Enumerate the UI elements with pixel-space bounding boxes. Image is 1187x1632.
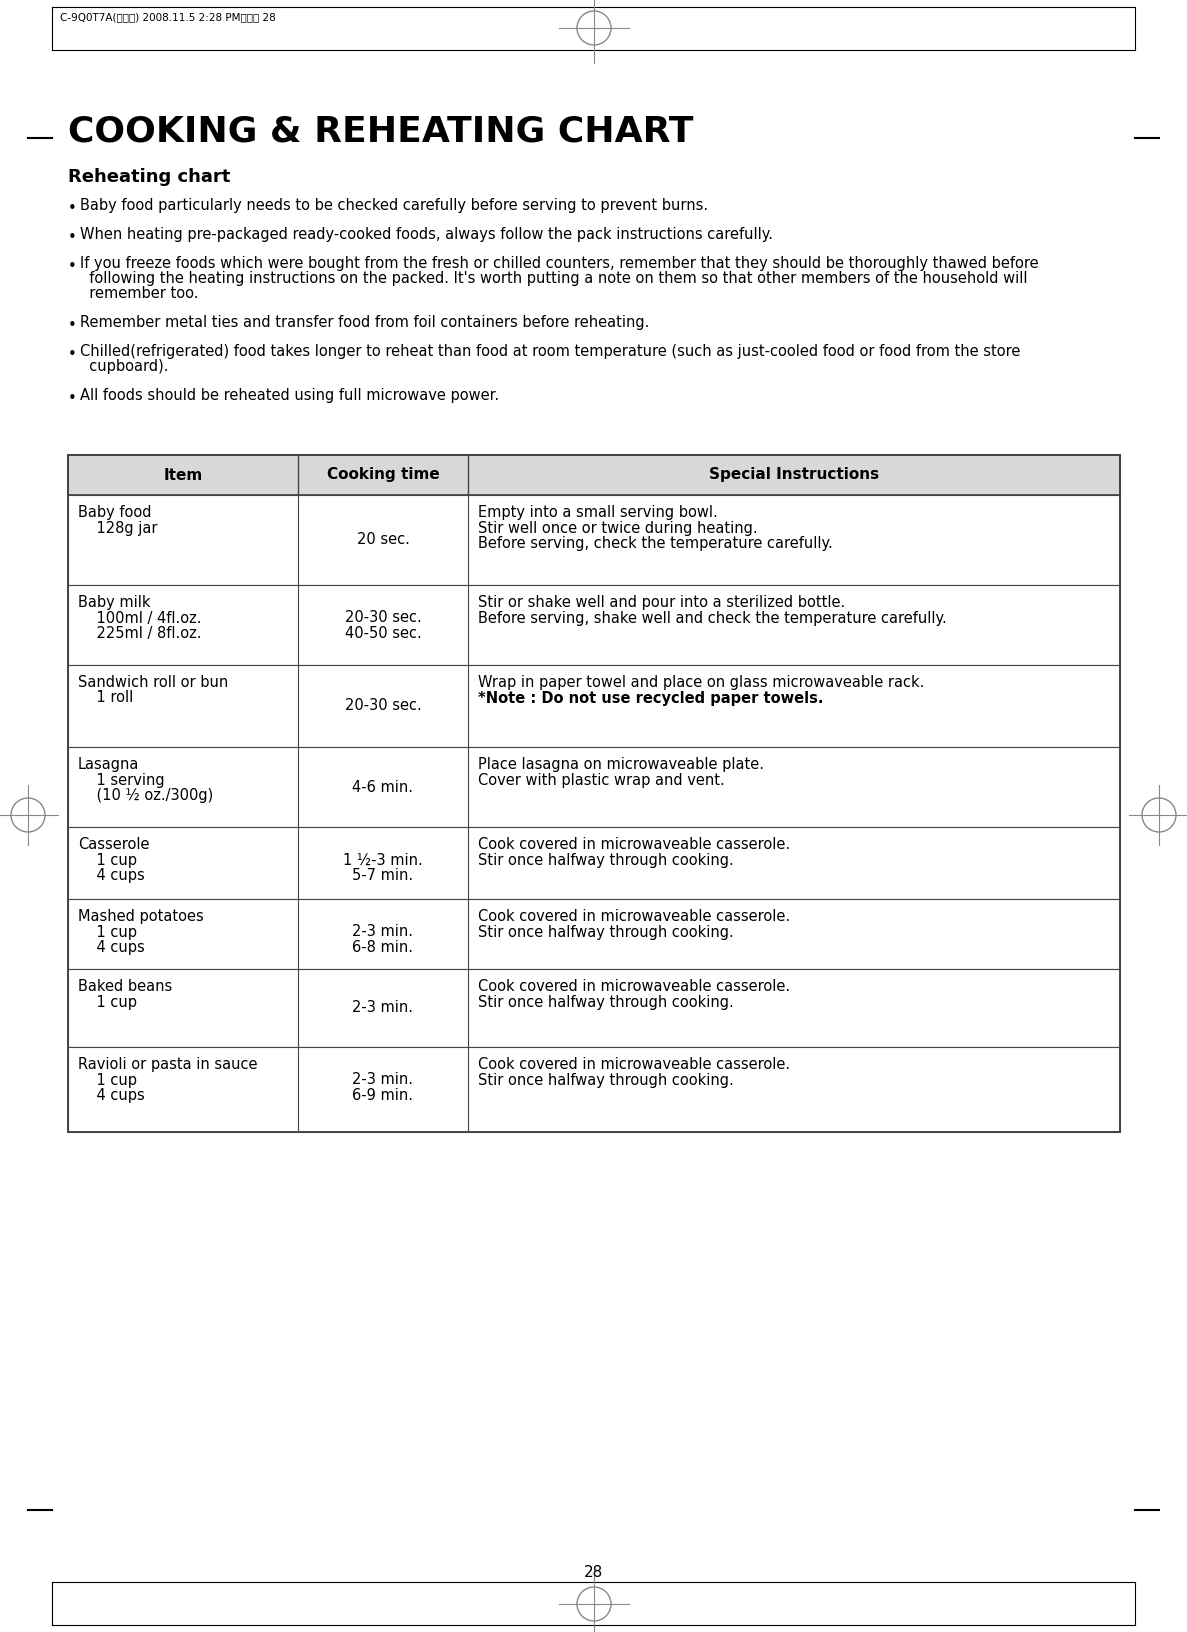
- Bar: [68, 899, 1121, 969]
- Text: Mashed potatoes: Mashed potatoes: [78, 909, 204, 924]
- Text: •: •: [68, 259, 77, 274]
- Text: Stir once halfway through cooking.: Stir once halfway through cooking.: [478, 994, 734, 1010]
- Text: 225ml / 8fl.oz.: 225ml / 8fl.oz.: [78, 627, 202, 641]
- Text: Baked beans: Baked beans: [78, 979, 172, 994]
- Text: 1 cup: 1 cup: [78, 924, 137, 940]
- Text: 20-30 sec.: 20-30 sec.: [344, 610, 421, 625]
- Text: Special Instructions: Special Instructions: [709, 467, 880, 483]
- Text: Item: Item: [164, 467, 203, 483]
- Bar: [68, 747, 1121, 827]
- Bar: [68, 827, 1121, 899]
- Text: 4 cups: 4 cups: [78, 1089, 145, 1103]
- Text: remember too.: remember too.: [80, 286, 198, 300]
- Text: 1 serving: 1 serving: [78, 772, 165, 788]
- Text: 1 cup: 1 cup: [78, 1072, 137, 1087]
- Text: 40-50 sec.: 40-50 sec.: [344, 627, 421, 641]
- Text: Cook covered in microwaveable casserole.: Cook covered in microwaveable casserole.: [478, 837, 791, 852]
- Text: Cook covered in microwaveable casserole.: Cook covered in microwaveable casserole.: [478, 909, 791, 924]
- Bar: [68, 584, 1121, 664]
- Text: Casserole: Casserole: [78, 837, 150, 852]
- Text: •: •: [68, 392, 77, 406]
- Text: Baby food particularly needs to be checked carefully before serving to prevent b: Baby food particularly needs to be check…: [80, 197, 709, 214]
- Text: Chilled(refrigerated) food takes longer to reheat than food at room temperature : Chilled(refrigerated) food takes longer …: [80, 344, 1021, 359]
- Text: 128g jar: 128g jar: [78, 521, 158, 535]
- Text: Cook covered in microwaveable casserole.: Cook covered in microwaveable casserole.: [478, 979, 791, 994]
- Bar: [68, 494, 1121, 584]
- Text: Cover with plastic wrap and vent.: Cover with plastic wrap and vent.: [478, 772, 725, 788]
- Text: All foods should be reheated using full microwave power.: All foods should be reheated using full …: [80, 388, 499, 403]
- Text: Place lasagna on microwaveable plate.: Place lasagna on microwaveable plate.: [478, 757, 764, 772]
- Text: Wrap in paper towel and place on glass microwaveable rack.: Wrap in paper towel and place on glass m…: [478, 676, 925, 690]
- Text: 6-8 min.: 6-8 min.: [353, 940, 413, 955]
- Text: Before serving, check the temperature carefully.: Before serving, check the temperature ca…: [478, 535, 833, 552]
- Text: Stir once halfway through cooking.: Stir once halfway through cooking.: [478, 1072, 734, 1087]
- Text: Cook covered in microwaveable casserole.: Cook covered in microwaveable casserole.: [478, 1058, 791, 1072]
- Text: 5-7 min.: 5-7 min.: [353, 868, 413, 883]
- Text: 20-30 sec.: 20-30 sec.: [344, 698, 421, 713]
- Text: 100ml / 4fl.oz.: 100ml / 4fl.oz.: [78, 610, 202, 625]
- Text: (10 ½ oz./300g): (10 ½ oz./300g): [78, 788, 214, 803]
- Bar: [68, 455, 1121, 494]
- Text: Stir once halfway through cooking.: Stir once halfway through cooking.: [478, 852, 734, 868]
- Text: 6-9 min.: 6-9 min.: [353, 1089, 413, 1103]
- Text: 20 sec.: 20 sec.: [356, 532, 410, 547]
- Text: Baby milk: Baby milk: [78, 596, 151, 610]
- Text: Empty into a small serving bowl.: Empty into a small serving bowl.: [478, 504, 718, 521]
- Text: 4-6 min.: 4-6 min.: [353, 780, 413, 795]
- Text: •: •: [68, 318, 77, 333]
- Text: following the heating instructions on the packed. It's worth putting a note on t: following the heating instructions on th…: [80, 271, 1028, 286]
- Text: Stir or shake well and pour into a sterilized bottle.: Stir or shake well and pour into a steri…: [478, 596, 845, 610]
- Text: 2-3 min.: 2-3 min.: [353, 924, 413, 940]
- Text: If you freeze foods which were bought from the fresh or chilled counters, rememb: If you freeze foods which were bought fr…: [80, 256, 1039, 271]
- Bar: [68, 455, 1121, 1133]
- Text: •: •: [68, 348, 77, 362]
- Text: •: •: [68, 230, 77, 245]
- Text: COOKING & REHEATING CHART: COOKING & REHEATING CHART: [68, 114, 693, 149]
- Text: 28: 28: [584, 1565, 603, 1580]
- Text: 1 cup: 1 cup: [78, 994, 137, 1010]
- Text: 1 roll: 1 roll: [78, 690, 133, 705]
- Text: C-9Q0T7A(영기본) 2008.11.5 2:28 PM페이지 28: C-9Q0T7A(영기본) 2008.11.5 2:28 PM페이지 28: [61, 11, 275, 21]
- Text: Stir well once or twice during heating.: Stir well once or twice during heating.: [478, 521, 757, 535]
- Text: Stir once halfway through cooking.: Stir once halfway through cooking.: [478, 924, 734, 940]
- Bar: [68, 1048, 1121, 1133]
- Bar: [68, 664, 1121, 747]
- Bar: [68, 969, 1121, 1048]
- Text: 4 cups: 4 cups: [78, 940, 145, 955]
- Text: Before serving, shake well and check the temperature carefully.: Before serving, shake well and check the…: [478, 610, 947, 625]
- Text: 2-3 min.: 2-3 min.: [353, 1072, 413, 1087]
- Text: 1 cup: 1 cup: [78, 852, 137, 868]
- Text: *Note : Do not use recycled paper towels.: *Note : Do not use recycled paper towels…: [478, 690, 824, 705]
- Text: Lasagna: Lasagna: [78, 757, 139, 772]
- Text: 4 cups: 4 cups: [78, 868, 145, 883]
- Text: 2-3 min.: 2-3 min.: [353, 1000, 413, 1015]
- Text: Reheating chart: Reheating chart: [68, 168, 230, 186]
- Text: Baby food: Baby food: [78, 504, 152, 521]
- Text: Ravioli or pasta in sauce: Ravioli or pasta in sauce: [78, 1058, 258, 1072]
- Text: Sandwich roll or bun: Sandwich roll or bun: [78, 676, 228, 690]
- Text: 1 ½-3 min.: 1 ½-3 min.: [343, 852, 423, 868]
- Text: cupboard).: cupboard).: [80, 359, 169, 374]
- Text: •: •: [68, 201, 77, 215]
- Text: When heating pre-packaged ready-cooked foods, always follow the pack instruction: When heating pre-packaged ready-cooked f…: [80, 227, 773, 242]
- Text: Cooking time: Cooking time: [326, 467, 439, 483]
- Text: Remember metal ties and transfer food from foil containers before reheating.: Remember metal ties and transfer food fr…: [80, 315, 649, 330]
